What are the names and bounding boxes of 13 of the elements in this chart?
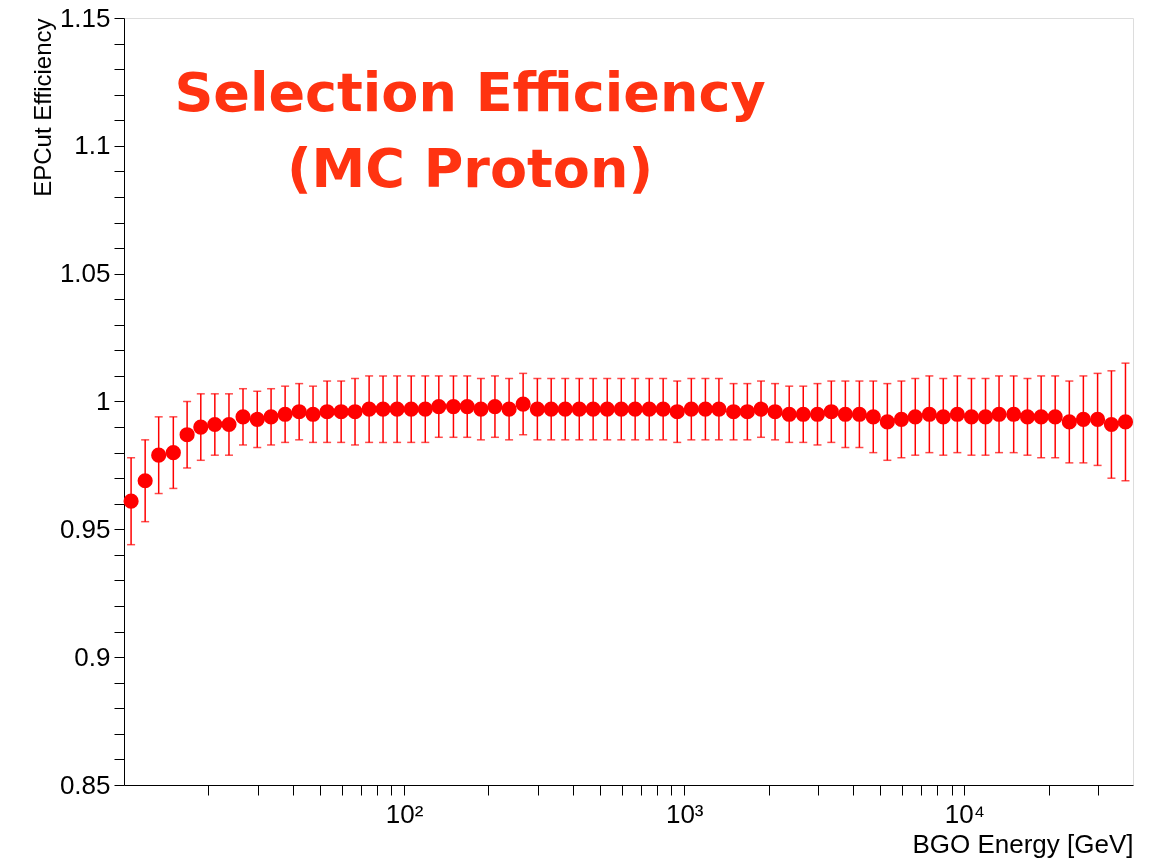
x-axis-title: BGO Energy [GeV] [912, 828, 1134, 859]
text: Selection Efficiency (MC Proton) [174, 61, 766, 200]
y-tick-label: 1.05 [59, 258, 111, 289]
x-tick-label: 10⁴ [944, 798, 985, 829]
y-tick-label: 1.1 [74, 130, 111, 161]
y-tick-label: 0.95 [59, 513, 111, 544]
y-tick-label: 1.15 [59, 2, 111, 33]
x-tick-label: 10³ [665, 798, 704, 829]
y-tick-label: 0.85 [59, 769, 111, 800]
y-axis-title: EPCut Efficiency [28, 18, 56, 197]
y-tick-label: 1 [96, 386, 111, 416]
y-tick-label: 0.9 [74, 641, 111, 672]
x-tick-label: 10² [385, 798, 424, 829]
